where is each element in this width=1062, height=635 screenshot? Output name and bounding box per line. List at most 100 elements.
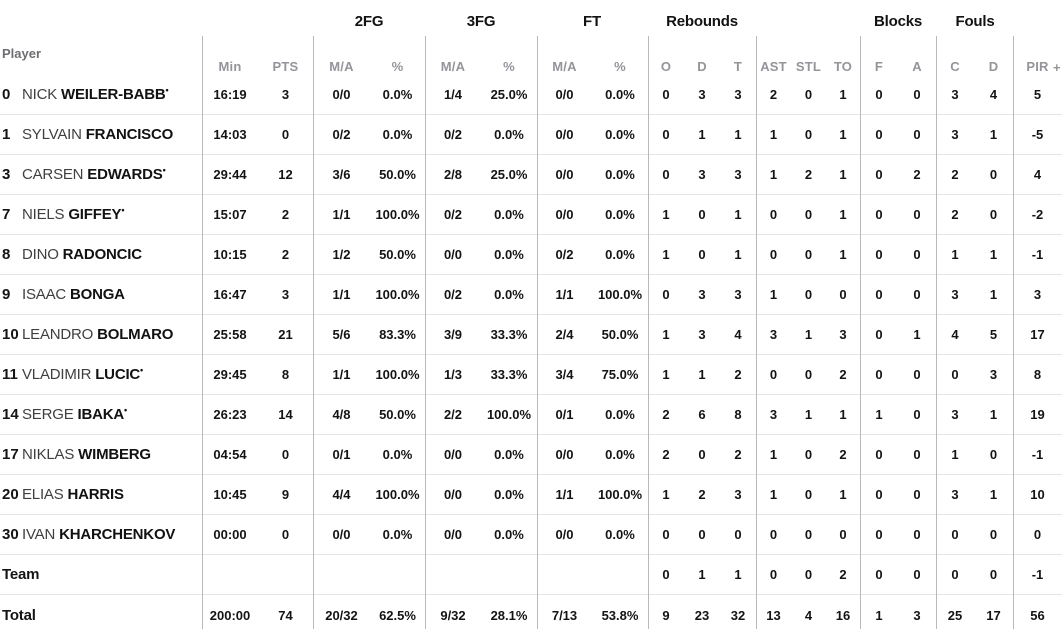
3fg-pct-cell: 0.0% <box>494 447 524 462</box>
pts-cell: 9 <box>281 487 290 502</box>
ft-pct-cell: 75.0% <box>601 367 639 382</box>
jersey-number: 8 <box>2 246 11 263</box>
player-name[interactable]: ELIAS HARRIS <box>22 486 202 503</box>
player-name[interactable]: SERGE IBAKA• <box>22 406 202 424</box>
reb-d-cell: 3 <box>698 327 706 342</box>
player-name[interactable]: LEANDRO BOLMARO <box>22 326 202 343</box>
reb-t-cell: 1 <box>734 247 742 262</box>
block-f-cell: 0 <box>875 327 883 342</box>
2fg-ma-cell: 1/2 <box>332 247 351 262</box>
ft-pct-cell: 0.0% <box>605 167 635 182</box>
ft-pct-cell: 0.0% <box>605 407 635 422</box>
3fg-pct-cell: 0.0% <box>494 487 524 502</box>
player-name[interactable]: VLADIMIR LUCIC• <box>22 366 202 384</box>
block-f-cell: 0 <box>875 527 883 542</box>
pts-cell: 0 <box>281 527 290 542</box>
reb-t-cell: 2 <box>734 367 742 382</box>
block-a-cell: 0 <box>913 287 921 302</box>
reb-o-cell: 0 <box>662 567 670 582</box>
2fg-pct-cell: 50.0% <box>379 167 416 182</box>
ft-ma-cell: 0/0 <box>555 87 574 102</box>
column-header-player: Player <box>2 46 42 61</box>
summary-row: Total 200:00 74 20/32 62.5% 9/32 28.1% 7… <box>0 595 1062 635</box>
block-a-cell: 0 <box>913 567 921 582</box>
3fg-pct-cell: 100.0% <box>486 407 532 422</box>
reb-d-cell: 3 <box>698 87 706 102</box>
foul-d-cell: 1 <box>989 487 998 502</box>
stl-cell: 0 <box>804 367 813 382</box>
reb-d-cell: 6 <box>698 407 706 422</box>
foul-d-cell: 4 <box>989 87 998 102</box>
jersey-number: 17 <box>2 446 19 463</box>
player-first-name: NIELS <box>22 206 65 223</box>
3fg-pct-cell: 0.0% <box>494 287 524 302</box>
min-cell: 15:07 <box>213 207 247 222</box>
2fg-ma-cell: 4/8 <box>332 407 351 422</box>
foul-d-cell: 0 <box>989 167 998 182</box>
player-name[interactable]: IVAN KHARCHENKOV <box>22 526 202 543</box>
jersey-number: 20 <box>2 486 19 503</box>
foul-c-cell: 2 <box>951 207 959 222</box>
player-name[interactable]: NIELS GIFFEY• <box>22 206 202 224</box>
3fg-ma-cell: 0/0 <box>443 247 463 262</box>
player-name[interactable]: ISAAC BONGA <box>22 286 202 303</box>
2fg-ma-cell: 5/6 <box>332 327 351 342</box>
ft-pct-cell: 0.0% <box>605 87 635 102</box>
ft-ma-cell: 0/0 <box>555 167 574 182</box>
pts-cell: 0 <box>281 127 290 142</box>
to-cell: 1 <box>839 167 847 182</box>
ft-ma-cell: 1/1 <box>555 487 574 502</box>
block-f-cell: 0 <box>875 447 883 462</box>
to-cell: 2 <box>839 447 847 462</box>
player-last-name: IBAKA <box>77 406 124 423</box>
reb-o-cell: 0 <box>662 287 670 302</box>
2fg-ma-cell: 0/0 <box>332 87 351 102</box>
ast-cell: 1 <box>769 487 778 502</box>
block-a-cell: 0 <box>913 247 921 262</box>
player-name[interactable]: NIKLAS WIMBERG <box>22 446 202 463</box>
3fg-ma-cell: 0/2 <box>443 127 463 142</box>
group-header-3fg: 3FG <box>466 13 496 30</box>
block-a-cell: 0 <box>913 127 921 142</box>
foul-d-cell: 1 <box>989 247 998 262</box>
ft-pct-cell: 0.0% <box>605 447 635 462</box>
foul-d-cell: 3 <box>989 367 998 382</box>
stl-cell: 0 <box>804 207 813 222</box>
3fg-pct-cell: 25.0% <box>490 167 528 182</box>
player-name[interactable]: DINO RADONCIC <box>22 246 202 263</box>
column-divider <box>860 36 861 629</box>
player-last-name: EDWARDS <box>87 166 163 183</box>
player-name[interactable]: SYLVAIN FRANCISCO <box>22 126 202 143</box>
column-header-reb-d: D <box>697 59 707 74</box>
player-row: 17 NIKLAS WIMBERG 04:54 0 0/1 0.0% 0/0 0… <box>0 435 1062 475</box>
block-a-cell: 0 <box>913 207 921 222</box>
min-cell: 10:45 <box>213 487 247 502</box>
block-f-cell: 1 <box>875 607 883 623</box>
block-f-cell: 0 <box>875 567 883 582</box>
block-f-cell: 0 <box>875 367 883 382</box>
player-name[interactable]: NICK WEILER-BABB• <box>22 86 202 104</box>
reb-t-cell: 3 <box>734 167 742 182</box>
pts-cell: 12 <box>278 167 293 182</box>
pir-cell: -1 <box>1031 247 1044 262</box>
column-header-stl: STL <box>795 59 822 74</box>
3fg-ma-cell: 9/32 <box>440 607 466 623</box>
ast-cell: 1 <box>769 287 778 302</box>
3fg-ma-cell: 0/0 <box>443 447 463 462</box>
player-last-name: GIFFEY <box>68 206 122 223</box>
ft-ma-cell: 0/1 <box>555 407 574 422</box>
min-cell: 200:00 <box>209 607 251 623</box>
column-header-fouls-d: D <box>988 59 999 74</box>
2fg-pct-cell: 0.0% <box>382 527 413 542</box>
reb-d-cell: 0 <box>698 207 706 222</box>
to-cell: 1 <box>839 487 847 502</box>
ft-pct-cell: 0.0% <box>605 207 635 222</box>
column-header-ft-ma: M/A <box>552 59 577 74</box>
block-a-cell: 0 <box>913 367 921 382</box>
ft-pct-cell: 50.0% <box>601 327 639 342</box>
reb-o-cell: 2 <box>662 407 670 422</box>
block-a-cell: 2 <box>913 167 921 182</box>
pir-cell: 3 <box>1033 287 1042 302</box>
player-name[interactable]: CARSEN EDWARDS• <box>22 166 202 184</box>
pts-cell: 2 <box>281 247 290 262</box>
